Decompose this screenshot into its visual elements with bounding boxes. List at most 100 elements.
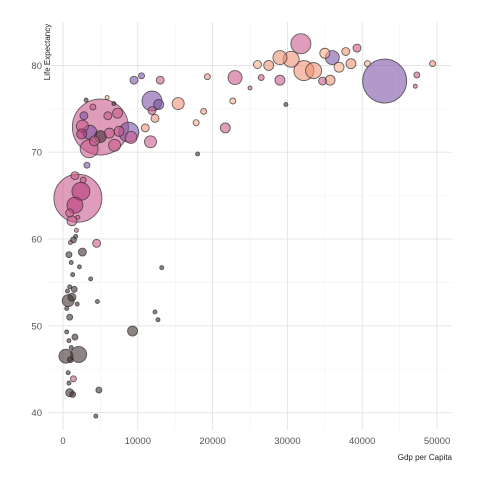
data-point	[66, 338, 72, 344]
data-point	[333, 61, 345, 73]
data-point	[70, 272, 76, 278]
data-point	[67, 284, 73, 290]
y-tick-label: 60	[31, 235, 42, 246]
x-tick-label: 40000	[349, 436, 375, 447]
data-point	[150, 113, 160, 123]
data-point	[69, 390, 77, 398]
data-point	[66, 380, 72, 386]
data-point	[66, 356, 74, 364]
x-axis-title: Gdp per Capita	[398, 453, 453, 462]
data-point	[112, 107, 124, 119]
data-point	[274, 74, 286, 86]
data-point	[64, 306, 70, 311]
data-point	[66, 313, 74, 321]
y-tick-label: 40	[31, 408, 42, 419]
data-point	[219, 122, 231, 134]
data-point	[257, 74, 265, 82]
data-point	[155, 75, 165, 85]
data-point	[113, 125, 125, 137]
tick-labels: 0 10000 20000 30000 40000 50000 40 50 60 70 80	[31, 61, 450, 447]
x-tick-label: 20000	[199, 436, 225, 447]
data-point	[83, 161, 91, 169]
data-point	[127, 325, 138, 337]
data-point	[77, 247, 87, 257]
data-point	[88, 276, 94, 282]
data-point	[227, 70, 243, 86]
x-tick-label: 30000	[274, 436, 300, 447]
data-point	[429, 60, 436, 68]
data-point	[192, 119, 200, 127]
data-point	[263, 59, 275, 71]
data-point	[290, 33, 312, 55]
data-point	[319, 47, 331, 59]
data-point	[67, 240, 73, 245]
data-point	[152, 309, 158, 315]
data-point	[67, 292, 77, 302]
data-point	[103, 127, 115, 139]
data-point	[140, 123, 150, 133]
data-point	[70, 171, 80, 181]
data-point	[71, 333, 79, 341]
data-point	[65, 251, 73, 259]
data-point	[272, 50, 288, 66]
data-point	[79, 176, 87, 184]
data-point	[283, 102, 289, 107]
data-point	[65, 208, 75, 218]
data-point	[195, 151, 201, 157]
y-axis-title: Life Expectancy	[43, 24, 52, 80]
data-point	[95, 386, 103, 394]
data-point	[68, 260, 74, 265]
data-point	[341, 47, 351, 56]
data-point	[171, 97, 185, 111]
data-point	[124, 131, 138, 144]
data-point	[76, 264, 82, 270]
data-point	[74, 301, 80, 307]
data-point	[144, 135, 157, 149]
data-point	[362, 58, 408, 104]
data-point	[345, 58, 357, 70]
data-point	[64, 329, 70, 335]
data-point	[229, 97, 237, 105]
data-point	[253, 60, 262, 69]
data-point	[153, 99, 165, 110]
data-point	[108, 138, 122, 152]
x-tick-label: 10000	[125, 436, 151, 447]
data-point	[65, 370, 71, 376]
data-point	[65, 288, 70, 294]
data-point	[93, 413, 99, 419]
data-point	[94, 299, 100, 304]
grid-lines	[48, 22, 452, 430]
data-point	[352, 43, 362, 53]
data-point	[66, 215, 78, 227]
data-point	[75, 214, 81, 220]
data-point	[111, 101, 117, 107]
data-point	[159, 265, 165, 271]
data-point	[70, 285, 78, 293]
data-point	[88, 135, 100, 147]
data-point	[138, 72, 145, 80]
x-tick-label: 50000	[424, 436, 450, 447]
data-point	[79, 111, 89, 121]
data-point	[318, 76, 328, 86]
data-point	[129, 75, 139, 85]
data-point	[103, 111, 113, 121]
data-point	[200, 107, 208, 115]
data-point	[247, 85, 253, 91]
data-point	[364, 60, 371, 68]
y-tick-label: 80	[31, 61, 42, 72]
data-point	[203, 73, 211, 81]
y-tick-label: 50	[31, 321, 42, 332]
data-point	[92, 238, 102, 248]
data-point	[104, 95, 110, 100]
data-point	[69, 375, 77, 383]
data-point	[413, 71, 421, 79]
data-point	[83, 97, 89, 103]
data-point	[305, 62, 323, 80]
data-point	[412, 83, 418, 89]
data-point	[147, 106, 157, 115]
data-points	[53, 33, 436, 419]
data-point	[73, 227, 79, 233]
data-point	[68, 345, 74, 350]
